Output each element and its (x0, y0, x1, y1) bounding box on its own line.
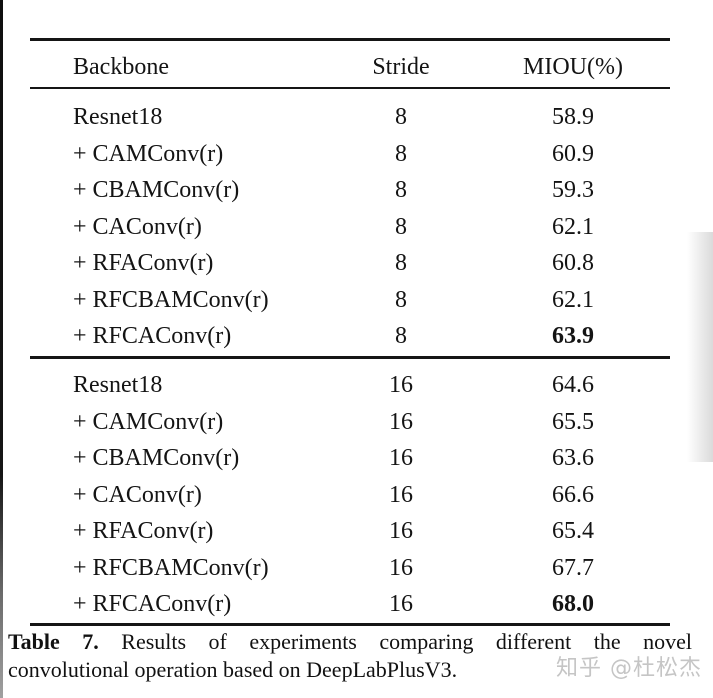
table-group-stride8: Resnet18 8 58.9 + CAMConv(r) 8 60.9 + CB… (0, 99, 713, 355)
stride-cell: 16 (389, 518, 413, 544)
backbone-cell: Resnet18 (73, 372, 163, 398)
stride-cell: 16 (389, 372, 413, 398)
header-miou: MIOU(%) (523, 54, 623, 80)
background-shading (687, 232, 713, 462)
miou-cell: 64.6 (552, 372, 594, 398)
backbone-cell: + RFCAConv(r) (73, 323, 232, 349)
backbone-cell: + CAMConv(r) (73, 140, 224, 167)
table-row: + RFAConv(r) 16 65.4 (0, 513, 713, 550)
table-row: Resnet18 8 58.9 (0, 99, 713, 136)
table-group-stride16: Resnet18 16 64.6 + CAMConv(r) 16 65.5 + … (0, 367, 713, 623)
table-row: + RFCAConv(r) 8 63.9 (0, 318, 713, 355)
table-row: + CAConv(r) 8 62.1 (0, 209, 713, 246)
table-row: + CAMConv(r) 16 65.5 (0, 404, 713, 441)
stride-cell: 16 (389, 481, 413, 508)
table-row: + CAConv(r) 16 66.6 (0, 477, 713, 514)
table-row: + RFCBAMConv(r) 16 67.7 (0, 550, 713, 587)
miou-cell: 67.7 (552, 554, 594, 581)
stride-cell: 8 (395, 323, 407, 349)
backbone-cell: + CBAMConv(r) (73, 177, 240, 203)
table-row: + CAMConv(r) 8 60.9 (0, 136, 713, 173)
backbone-cell: + RFCBAMConv(r) (73, 286, 269, 313)
table-bottom-rule (30, 623, 670, 626)
stride-cell: 16 (389, 445, 413, 471)
table-top-rule (30, 38, 670, 41)
miou-cell: 60.9 (552, 140, 594, 167)
miou-cell: 58.9 (552, 104, 594, 130)
screenshot-left-border (0, 0, 3, 698)
caption-text: Results of experiments comparing differe… (121, 629, 692, 654)
miou-cell: 62.1 (552, 213, 594, 240)
table-row: + RFCAConv(r) 16 68.0 (0, 586, 713, 623)
table-row: Resnet18 16 64.6 (0, 367, 713, 404)
stride-cell: 8 (395, 140, 407, 167)
miou-cell: 65.5 (552, 408, 594, 435)
table-row: + CBAMConv(r) 8 59.3 (0, 172, 713, 209)
backbone-cell: + CBAMConv(r) (73, 445, 240, 471)
miou-cell: 60.8 (552, 250, 594, 276)
zhihu-watermark: 知乎 @杜松杰 (556, 656, 702, 681)
stride-cell: 8 (395, 213, 407, 240)
stride-cell: 16 (389, 591, 413, 617)
backbone-cell: Resnet18 (73, 104, 163, 130)
miou-cell: 63.6 (552, 445, 594, 471)
miou-cell: 62.1 (552, 286, 594, 313)
table-mid-rule (30, 356, 670, 359)
backbone-cell: + CAConv(r) (73, 213, 202, 240)
table-row: + RFCBAMConv(r) 8 62.1 (0, 282, 713, 319)
table-header-row: Backbone Stride MIOU(%) (0, 49, 713, 85)
table-row: + CBAMConv(r) 16 63.6 (0, 440, 713, 477)
backbone-cell: + RFCAConv(r) (73, 591, 232, 617)
table-header-rule (30, 87, 670, 89)
header-backbone: Backbone (73, 54, 169, 80)
stride-cell: 16 (389, 408, 413, 435)
table-caption: Table 7. Results of experiments comparin… (8, 628, 692, 683)
stride-cell: 8 (395, 250, 407, 276)
backbone-cell: + CAConv(r) (73, 481, 202, 508)
miou-cell: 65.4 (552, 518, 594, 544)
miou-cell: 59.3 (552, 177, 594, 203)
caption-line-2: convolutional operation based on DeepLab… (8, 656, 692, 683)
header-stride: Stride (372, 54, 430, 80)
backbone-cell: + RFCBAMConv(r) (73, 554, 269, 581)
table-row: + RFAConv(r) 8 60.8 (0, 245, 713, 282)
caption-text: convolutional operation based on DeepLab… (8, 657, 458, 682)
caption-line-1: Table 7. Results of experiments comparin… (8, 628, 692, 656)
miou-cell: 68.0 (552, 591, 594, 617)
miou-cell: 63.9 (552, 323, 594, 349)
caption-label: Table 7. (8, 629, 99, 654)
backbone-cell: + RFAConv(r) (73, 518, 214, 544)
stride-cell: 8 (395, 286, 407, 313)
backbone-cell: + CAMConv(r) (73, 408, 224, 435)
backbone-cell: + RFAConv(r) (73, 250, 214, 276)
miou-cell: 66.6 (552, 481, 594, 508)
stride-cell: 8 (395, 104, 407, 130)
stride-cell: 16 (389, 554, 413, 581)
stride-cell: 8 (395, 177, 407, 203)
